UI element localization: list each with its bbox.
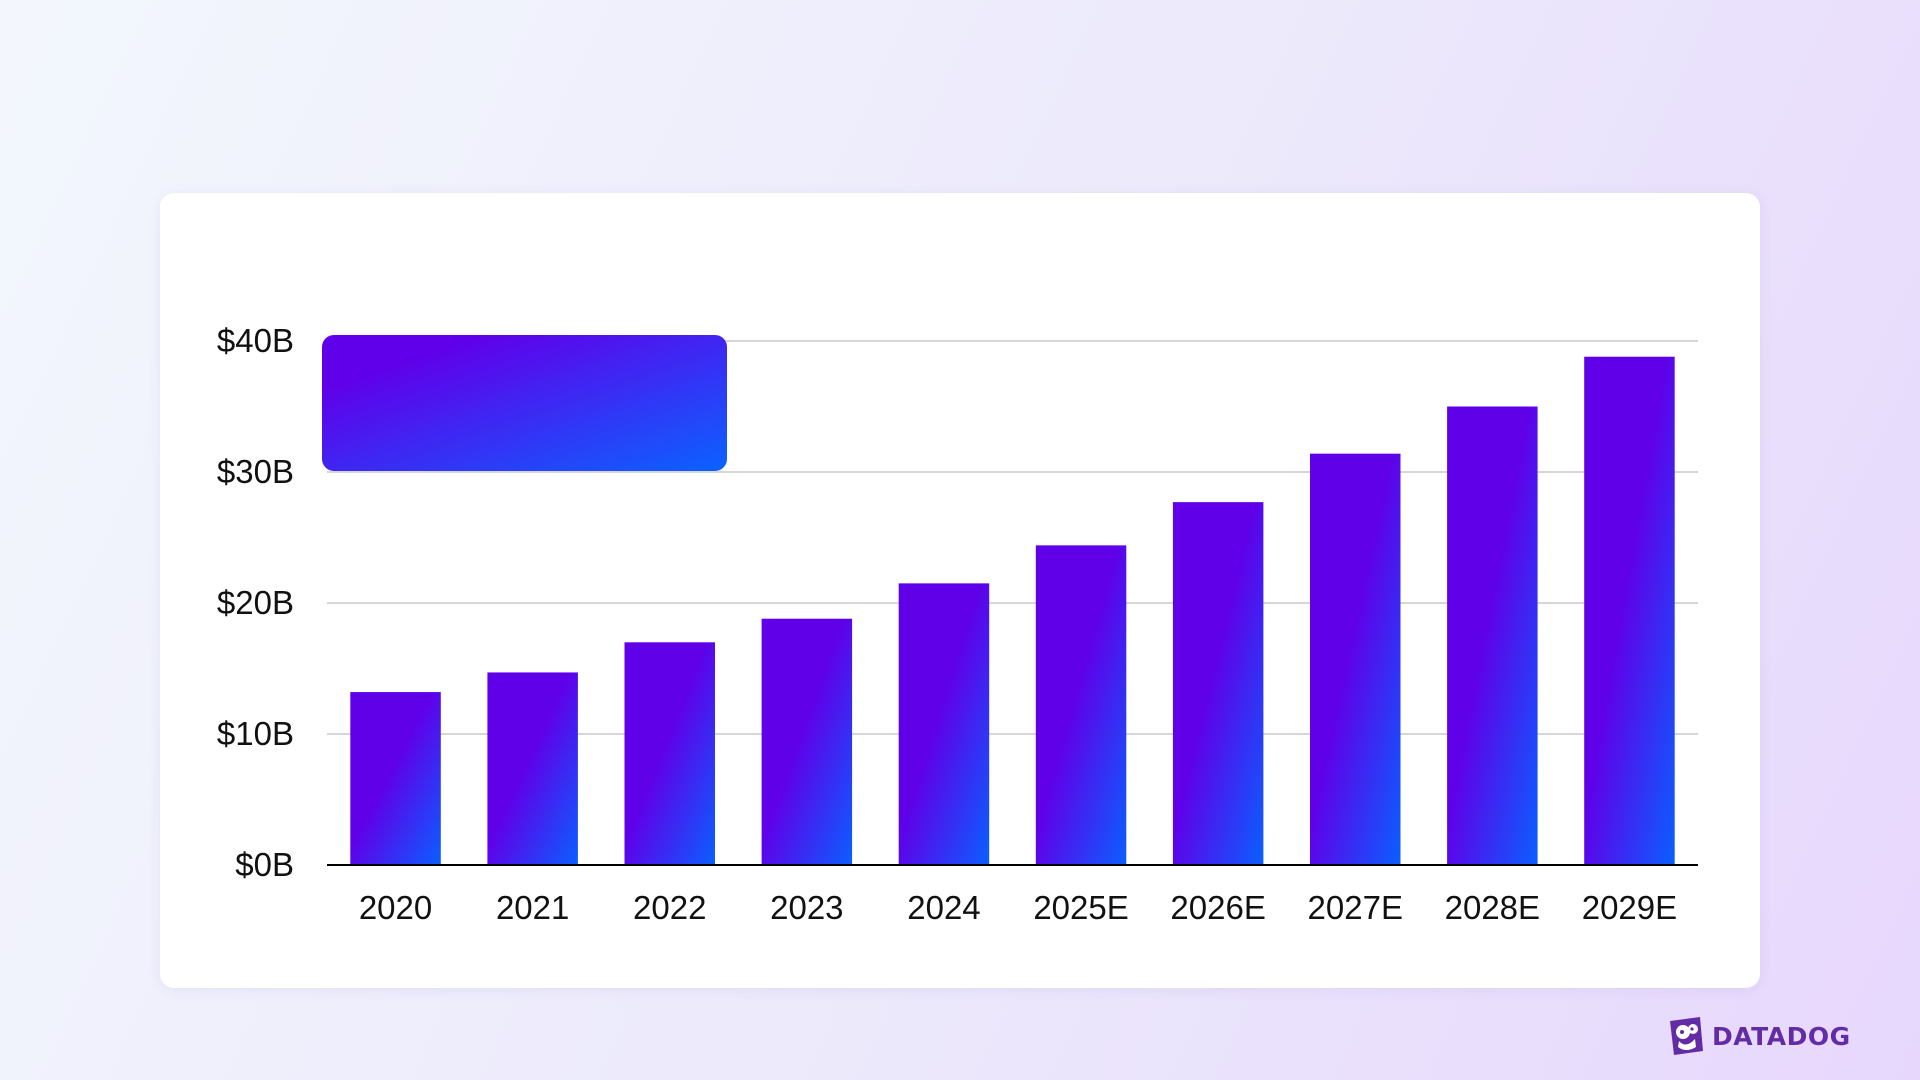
x-tick-label: 2022: [633, 889, 706, 926]
bar-2025E: [1035, 545, 1127, 865]
x-axis-labels: 2020 2021 2022 2023 2024 2025E 2026E 2027E 2028E…: [359, 889, 1677, 926]
x-tick-label: 2020: [359, 889, 432, 926]
x-tick-label: 2029E: [1582, 889, 1677, 926]
x-tick-label: 2023: [770, 889, 843, 926]
bar-chart: $0B $10B $20B $30B $40B 2020 2021 2022 2023 2024…: [217, 322, 1698, 926]
legend: [322, 335, 727, 471]
y-tick-label: $30B: [217, 453, 294, 490]
x-tick-label: 2024: [907, 889, 980, 926]
brand-logo: DATADOG: [1666, 1015, 1851, 1057]
legend-box: [322, 335, 727, 471]
bar-2022: [624, 642, 715, 865]
y-axis-labels: $0B $10B $20B $30B $40B: [217, 322, 294, 883]
bar-2021: [487, 672, 578, 865]
bar-2024: [898, 583, 990, 865]
bar-2028E: [1447, 406, 1538, 865]
brand-name: DATADOG: [1712, 1021, 1851, 1051]
datadog-logo-icon: [1670, 1017, 1703, 1055]
bar-2026E: [1172, 502, 1264, 865]
y-tick-label: $20B: [217, 584, 294, 621]
x-tick-label: 2028E: [1445, 889, 1540, 926]
bar-2020: [350, 692, 441, 865]
x-tick-label: 2025E: [1033, 889, 1128, 926]
y-tick-label: $0B: [235, 846, 294, 883]
x-tick-label: 2021: [496, 889, 569, 926]
bar-2029E: [1584, 356, 1675, 865]
bar-2027E: [1310, 453, 1401, 865]
chart-card: $0B $10B $20B $30B $40B 2020 2021 2022 2023 2024…: [160, 193, 1760, 988]
y-tick-label: $40B: [217, 322, 294, 359]
y-tick-label: $10B: [217, 715, 294, 752]
x-tick-label: 2027E: [1308, 889, 1403, 926]
bar-2023: [761, 618, 853, 865]
bars: [350, 356, 1675, 865]
x-tick-label: 2026E: [1170, 889, 1265, 926]
